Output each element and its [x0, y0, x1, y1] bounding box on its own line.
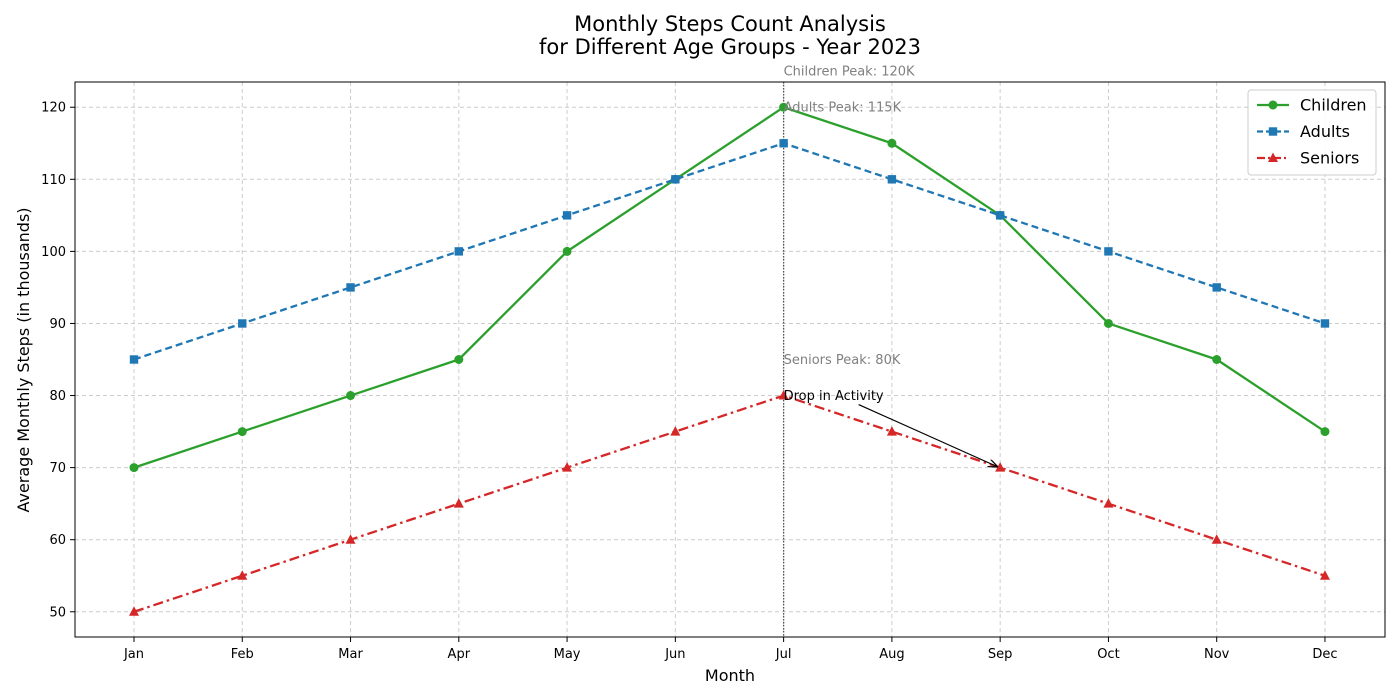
adults-point: [454, 247, 464, 256]
y-tick-label: 60: [49, 533, 66, 548]
children-point: [779, 102, 789, 112]
legend-label-seniors: Seniors: [1300, 149, 1359, 168]
legend-label-children: Children: [1300, 96, 1367, 115]
children-point: [562, 246, 572, 256]
adults-point: [779, 139, 788, 148]
y-tick-label: 50: [49, 605, 66, 620]
adults-point: [1104, 247, 1113, 256]
x-tick-label: Mar: [338, 647, 363, 662]
y-tick-label: 100: [41, 245, 66, 260]
y-axis-label: Average Monthly Steps (in thousands): [14, 207, 33, 512]
legend-label-adults: Adults: [1300, 122, 1350, 141]
seniors-point: [778, 390, 789, 400]
x-tick-label: Oct: [1097, 647, 1119, 662]
y-tick-label: 110: [41, 173, 66, 188]
children-point: [1103, 318, 1113, 328]
annotation-arrow: [858, 403, 998, 467]
children-point: [887, 138, 897, 148]
x-tick-label: Jan: [123, 647, 144, 662]
grid-lines: [75, 82, 1385, 637]
series-children: [129, 102, 1330, 473]
chart-title-line-1: Monthly Steps Count Analysis: [574, 12, 886, 36]
legend-marker-adults: [1268, 127, 1278, 136]
plot-area-frame: [74, 81, 1386, 638]
chart-title-line-2: for Different Age Groups - Year 2023: [539, 35, 921, 59]
x-axis-ticks: Jan Feb Mar Apr May Jun Jul Aug Sep Oct Nov Dec: [123, 637, 1338, 662]
adults-point: [671, 175, 680, 184]
adults-point: [1320, 319, 1330, 328]
seniors-point: [345, 534, 356, 544]
series-adults: [129, 139, 1330, 364]
adults-point: [346, 283, 355, 292]
x-axis-label: Month: [705, 666, 755, 685]
adults-point: [562, 211, 572, 220]
adults-point: [129, 355, 139, 364]
x-tick-label: Jun: [664, 647, 685, 662]
legend-item-seniors: Seniors: [1257, 149, 1359, 168]
children-point: [129, 463, 139, 473]
legend: Children Adults Seniors: [1247, 89, 1377, 176]
seniors-point: [237, 570, 248, 580]
legend-item-children: Children: [1257, 96, 1367, 115]
seniors-point: [562, 462, 573, 472]
adults-point: [238, 319, 247, 328]
adults-point: [887, 175, 897, 184]
x-tick-label: Feb: [231, 647, 254, 662]
annotation-text: Children Peak: 120K: [784, 65, 915, 80]
adults-point: [995, 211, 1005, 220]
y-tick-label: 90: [49, 317, 66, 332]
children-point: [237, 427, 247, 437]
legend-item-adults: Adults: [1257, 122, 1350, 141]
children-point: [454, 355, 464, 364]
x-tick-label: Dec: [1312, 647, 1337, 662]
x-tick-label: Jul: [775, 647, 792, 662]
adults-line: [133, 142, 1326, 361]
seniors-point: [670, 426, 681, 436]
x-tick-label: May: [554, 647, 581, 662]
x-tick-label: Aug: [879, 647, 904, 662]
children-point: [1320, 427, 1330, 437]
y-tick-label: 80: [49, 389, 66, 404]
x-tick-label: Apr: [448, 647, 471, 662]
annotation-text: Seniors Peak: 80K: [784, 353, 901, 368]
seniors-line: [133, 394, 1326, 613]
annotations-group: Children Peak: 120K Adults Peak: 115K Seni…: [784, 65, 998, 467]
x-tick-label: Nov: [1204, 647, 1230, 662]
x-tick-label: Sep: [988, 647, 1013, 662]
children-line: [133, 106, 1326, 469]
seniors-point: [1103, 498, 1114, 508]
series-group: [129, 102, 1330, 616]
seniors-point: [995, 462, 1006, 472]
annotation-text: Adults Peak: 115K: [784, 101, 902, 116]
series-seniors: [129, 390, 1330, 616]
y-axis-ticks: 50 60 70 80 90 100 110 120: [41, 101, 75, 620]
annotation-text: Drop in Activity: [784, 389, 884, 404]
y-tick-label: 70: [49, 461, 66, 476]
seniors-point: [453, 498, 464, 508]
legend-marker-children: [1268, 100, 1278, 110]
y-tick-label: 120: [41, 101, 66, 116]
children-point: [1212, 355, 1222, 364]
legend-box: [1247, 89, 1377, 176]
adults-point: [1212, 283, 1221, 292]
children-point: [346, 391, 356, 401]
seniors-point: [1211, 534, 1222, 544]
seniors-point: [1319, 570, 1330, 580]
seniors-point: [886, 426, 897, 436]
seniors-point: [129, 606, 139, 616]
legend-marker-seniors: [1268, 152, 1278, 162]
